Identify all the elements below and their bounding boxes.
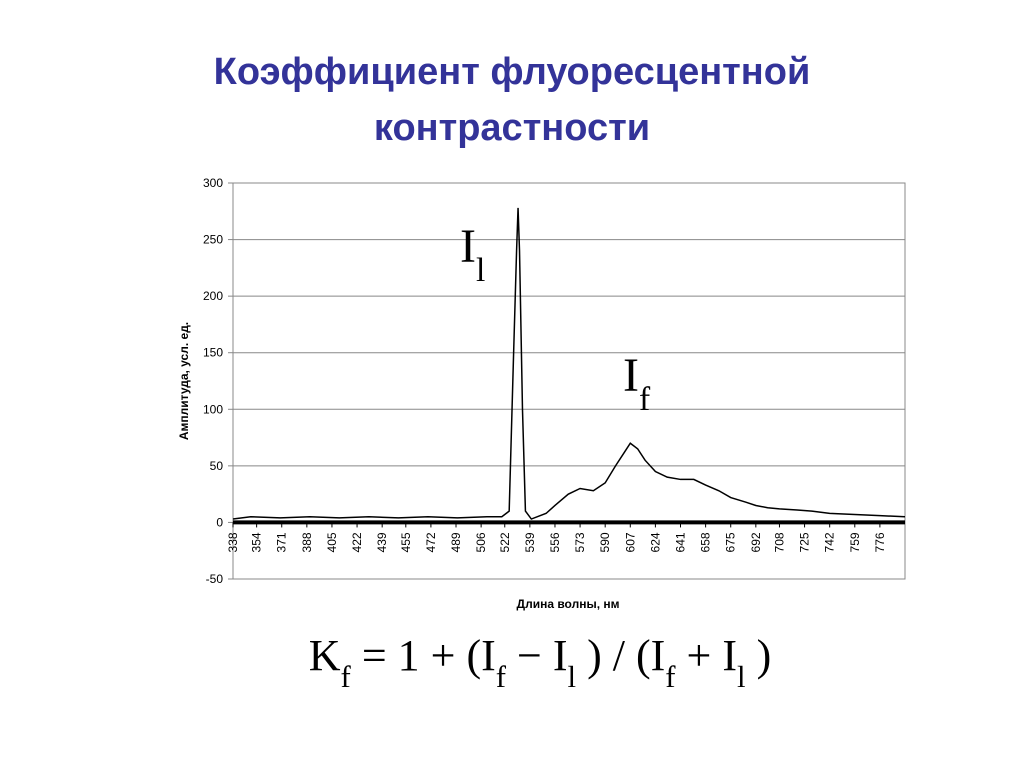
symbol: ) bbox=[746, 631, 772, 680]
x-tick-label: 725 bbox=[798, 532, 812, 552]
annotation: Il bbox=[460, 220, 485, 289]
y-tick-label: 300 bbox=[203, 176, 223, 190]
formula: Kf = 1 + (If − Il ) / (If + Il ) bbox=[309, 631, 771, 694]
y-tick-label: 0 bbox=[216, 515, 223, 529]
symbol: I bbox=[460, 220, 476, 273]
x-tick-label: 472 bbox=[424, 532, 438, 552]
x-tick-label: 489 bbox=[449, 532, 463, 552]
subscript: l bbox=[737, 660, 746, 694]
annotation: If bbox=[623, 349, 651, 418]
x-tick-label: 590 bbox=[598, 532, 612, 552]
x-tick-label: 539 bbox=[523, 532, 537, 552]
data-line bbox=[232, 207, 906, 520]
x-tick-label: 658 bbox=[699, 532, 713, 552]
plot-frame bbox=[232, 182, 906, 580]
x-tick-label: 675 bbox=[724, 532, 738, 552]
x-tick-label: 405 bbox=[325, 532, 339, 552]
x-tick-label: 607 bbox=[623, 532, 637, 552]
x-tick-label: 556 bbox=[548, 532, 562, 552]
subscript: l bbox=[476, 252, 485, 289]
symbol: I bbox=[722, 631, 737, 680]
symbol: K bbox=[309, 631, 341, 680]
subscript: l bbox=[568, 660, 577, 694]
x-tick-label: 522 bbox=[498, 532, 512, 552]
x-tick-label: 439 bbox=[375, 532, 389, 552]
x-tick-label: 742 bbox=[823, 532, 837, 552]
symbol: I bbox=[623, 349, 639, 402]
subscript: f bbox=[496, 660, 507, 694]
x-tick-label: 641 bbox=[674, 532, 688, 552]
subscript: f bbox=[639, 381, 651, 418]
x-tick-label: 506 bbox=[474, 532, 488, 552]
symbol: I bbox=[651, 631, 666, 680]
x-tick-label: 354 bbox=[250, 532, 264, 552]
x-tick-label: 776 bbox=[873, 532, 887, 552]
title-line: контрастности bbox=[374, 107, 650, 149]
y-tick-label: 100 bbox=[203, 402, 223, 416]
y-tick-label: 200 bbox=[203, 289, 223, 303]
symbol: − bbox=[506, 631, 553, 680]
subscript: f bbox=[665, 660, 676, 694]
x-tick-label: 455 bbox=[399, 532, 413, 552]
x-tick-label: 422 bbox=[350, 532, 364, 552]
x-tick-label: 371 bbox=[275, 532, 289, 552]
x-tick-label: 573 bbox=[573, 532, 587, 552]
y-tick-label: -50 bbox=[206, 572, 224, 586]
y-axis-title: Амплитуда, усл. ед. bbox=[177, 322, 191, 440]
title-line: Коэффициент флуоресцентной bbox=[214, 51, 811, 93]
x-axis-title: Длина волны, нм bbox=[517, 597, 620, 611]
x-tick-label: 708 bbox=[772, 532, 786, 552]
y-tick-label: 250 bbox=[203, 233, 223, 247]
y-tick-label: 50 bbox=[210, 459, 224, 473]
symbol: + bbox=[676, 631, 723, 680]
x-tick-label: 692 bbox=[749, 532, 763, 552]
symbol: I bbox=[481, 631, 496, 680]
symbol: = 1 + ( bbox=[351, 631, 481, 680]
x-tick-label: 338 bbox=[226, 532, 240, 552]
x-tick-label: 759 bbox=[848, 532, 862, 552]
symbol: I bbox=[553, 631, 568, 680]
x-tick-label: 388 bbox=[300, 532, 314, 552]
y-tick-label: 150 bbox=[203, 346, 223, 360]
subscript: f bbox=[341, 660, 352, 694]
symbol: ) / ( bbox=[576, 631, 651, 680]
x-tick-label: 624 bbox=[648, 532, 662, 552]
